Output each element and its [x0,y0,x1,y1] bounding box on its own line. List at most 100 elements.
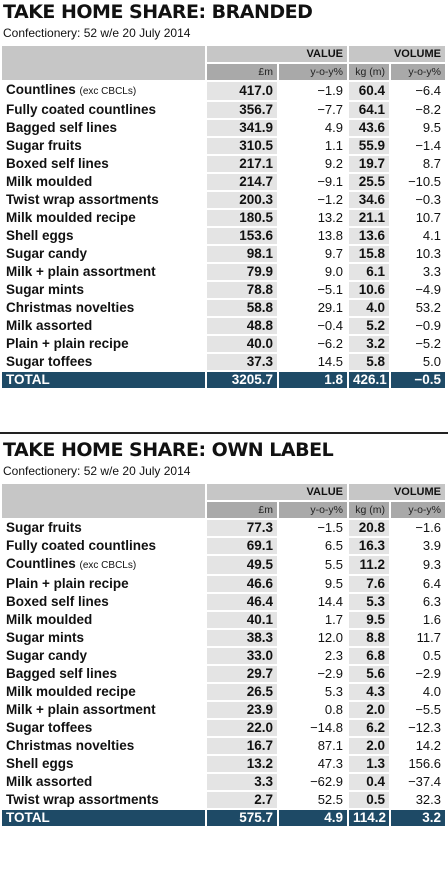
name-text: Sugar candy [6,648,88,663]
name-text: Fully coated countlines [6,538,157,553]
cell: 11.2 [347,554,391,576]
title: TAKE HOME SHARE: BRANDED [3,1,313,23]
cell: −62.9 [277,772,349,792]
cell: 46.6 [205,574,279,594]
cell: 310.5 [205,136,279,156]
name-text: Milk moulded recipe [6,684,136,699]
name-text: Milk + plain assortment [6,264,156,279]
cell: 55.9 [347,136,391,156]
row: Plain + plain recipe 40.0 −6.2 3.2 −5.2 [0,334,447,354]
row-name: Milk assorted [0,316,207,336]
cell: 9.0 [277,262,349,282]
cell: 22.0 [205,718,279,738]
row-name: Fully coated countlines [0,536,207,556]
row-name: Sugar toffees [0,352,207,372]
cell: 29.1 [277,298,349,318]
column-label: y-o-y% [389,62,447,82]
cell: −1.2 [277,190,349,210]
name-text: Bagged self lines [6,120,118,135]
cell: 78.8 [205,280,279,300]
row-name: Milk moulded [0,172,207,192]
cell: −14.8 [277,718,349,738]
separator [0,432,448,434]
column-label: £m [205,62,279,82]
total-cell: 426.1 [347,370,391,390]
name-text: Milk moulded [6,174,93,189]
cell: 4.3 [347,682,391,702]
cell: −1.5 [277,518,349,538]
cell: 9.2 [277,154,349,174]
cell: 43.6 [347,118,391,138]
row: Milk moulded recipe 26.5 5.3 4.3 4.0 [0,682,447,702]
column-label: £m [205,500,279,520]
row: Sugar toffees 37.3 14.5 5.8 5.0 [0,352,447,372]
row-name: Boxed self lines [0,592,207,612]
cell: 0.8 [277,700,349,720]
name-text: Sugar toffees [6,354,93,369]
cell: 69.1 [205,536,279,556]
total-cell: 3.2 [389,808,447,828]
cell: 9.5 [347,610,391,630]
row-name: Milk moulded [0,610,207,630]
name-text: Christmas novelties [6,738,135,753]
corner [0,482,207,520]
row: Christmas novelties 58.8 29.1 4.0 53.2 [0,298,447,318]
cell: 7.6 [347,574,391,594]
name-text: Christmas novelties [6,300,135,315]
cell: 1.7 [277,610,349,630]
row-name: Countlines (exc CBCLs) [0,80,207,102]
total-row: TOTAL 3205.7 1.8 426.1 −0.5 [0,370,447,390]
row-name: Milk assorted [0,772,207,792]
subtitle: Confectionery: 52 w/e 20 July 2014 [3,464,191,478]
row-name: Christmas novelties [0,736,207,756]
row: Milk + plain assortment 79.9 9.0 6.1 3.3 [0,262,447,282]
cell: −1.9 [277,80,349,102]
group-label: VALUE [205,482,349,502]
cell: 29.7 [205,664,279,684]
cell: 4.0 [347,298,391,318]
cell: 9.3 [389,554,447,576]
cell: 33.0 [205,646,279,666]
section: TAKE HOME SHARE: OWN LABEL Confectionery… [0,438,448,828]
cell: −5.1 [277,280,349,300]
row-name: Sugar fruits [0,518,207,538]
total-name: TOTAL [0,808,207,828]
row: Christmas novelties 16.7 87.1 2.0 14.2 [0,736,447,756]
row-name: Milk moulded recipe [0,208,207,228]
name-text: Milk + plain assortment [6,702,156,717]
name-text: Milk moulded recipe [6,210,136,225]
cell: 4.0 [389,682,447,702]
total-row: TOTAL 575.7 4.9 114.2 3.2 [0,808,447,828]
row-name: Bagged self lines [0,118,207,138]
name-text: Boxed self lines [6,156,109,171]
row-name: Twist wrap assortments [0,790,207,810]
row: Boxed self lines 46.4 14.4 5.3 6.3 [0,592,447,612]
cell: 47.3 [277,754,349,774]
group-header: VALUE VOLUME [0,482,447,520]
cell: 5.8 [347,352,391,372]
row: Bagged self lines 29.7 −2.9 5.6 −2.9 [0,664,447,684]
cell: −0.3 [389,190,447,210]
column-label: kg (m) [347,62,391,82]
cell: 0.4 [347,772,391,792]
cell: 156.6 [389,754,447,774]
cell: 4.1 [389,226,447,246]
cell: 60.4 [347,80,391,102]
cell: 16.7 [205,736,279,756]
corner [0,44,207,82]
cell: 8.8 [347,628,391,648]
cell: 341.9 [205,118,279,138]
cell: 5.2 [347,316,391,336]
row: Sugar toffees 22.0 −14.8 6.2 −12.3 [0,718,447,738]
row-name: Shell eggs [0,754,207,774]
column-label: kg (m) [347,500,391,520]
row: Sugar fruits 77.3 −1.5 20.8 −1.6 [0,518,447,538]
total-cell: 1.8 [277,370,349,390]
cell: 23.9 [205,700,279,720]
cell: 10.7 [389,208,447,228]
cell: 153.6 [205,226,279,246]
cell: 40.1 [205,610,279,630]
cell: 8.7 [389,154,447,174]
cell: 21.1 [347,208,391,228]
name-text: Sugar candy [6,246,88,261]
